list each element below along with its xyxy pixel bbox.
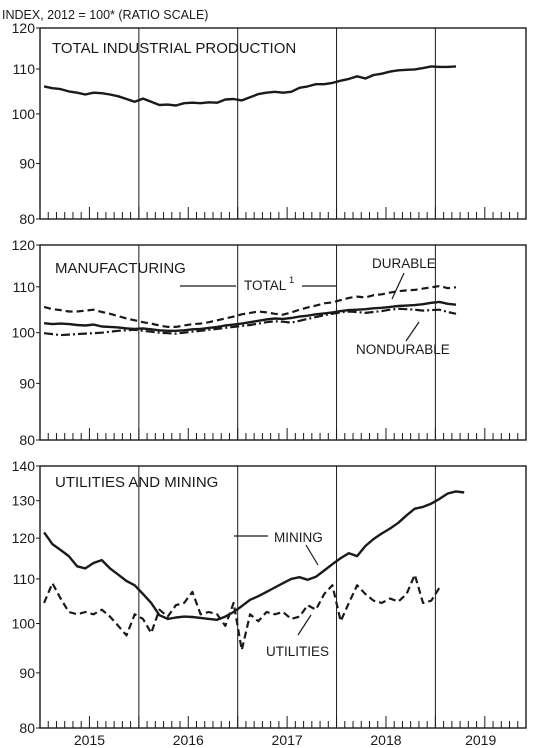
panel-manufacturing: MANUFACTURING 80 90 100 110 120 TOTAL 1 DURA…: [12, 237, 527, 448]
total-industrial-production-series-line: [43, 65, 457, 107]
year-dividers: [138, 466, 436, 728]
panel-title: TOTAL INDUSTRIAL PRODUCTION: [52, 40, 296, 57]
series-group: [43, 65, 457, 107]
panel-frame: [39, 244, 527, 441]
mining-series-line: [43, 490, 465, 621]
month-ticks: [47, 207, 519, 219]
utilities-series-label: UTILITIES: [266, 644, 329, 659]
y-tick-label: 130: [12, 493, 36, 509]
x-year-label: 2019: [465, 732, 496, 748]
x-year-label: 2018: [370, 732, 401, 748]
y-tick-label: 80: [19, 720, 35, 736]
panel-title: UTILITIES AND MINING: [55, 474, 218, 491]
total-series-line: [43, 300, 457, 332]
series-group: [43, 284, 457, 337]
y-tick-label: 80: [19, 211, 35, 227]
month-ticks: [47, 716, 519, 728]
year-dividers: [138, 28, 436, 219]
y-tick-label: 120: [12, 20, 36, 36]
panel-utilities-and-mining: UTILITIES AND MINING 80 90 100 110 120 130 140…: [12, 458, 527, 736]
y-tick-label: 90: [19, 665, 35, 681]
y-axis: 80 90 100 110 120 130 140: [12, 458, 40, 736]
y-tick-label: 110: [13, 571, 36, 587]
nondurable-series-label: NONDURABLE: [356, 342, 450, 357]
y-tick-label: 110: [13, 279, 36, 295]
y-tick-label: 120: [12, 530, 36, 546]
panel-frame: [39, 27, 527, 220]
nondurable-leader: [405, 321, 420, 342]
total-superscript: 1: [289, 275, 294, 286]
utilities-series-line: [43, 573, 441, 652]
y-tick-label: 100: [12, 616, 36, 632]
y-axis: 80 90 100 110 120: [12, 20, 40, 227]
panel-frame: [39, 465, 527, 729]
x-year-label: 2017: [272, 732, 303, 748]
mining-series-label: MINING: [274, 530, 323, 545]
x-year-label: 2015: [74, 732, 105, 748]
total-label-bg: [240, 274, 298, 292]
header-text: INDEX, 2012 = 100* (RATIO SCALE): [2, 8, 208, 22]
y-tick-label: 110: [13, 61, 36, 77]
y-tick-label: 100: [12, 106, 36, 122]
mining-leader: [305, 544, 319, 566]
y-tick-label: 120: [12, 237, 36, 253]
y-axis: 80 90 100 110 120: [12, 237, 40, 448]
y-tick-label: 80: [19, 432, 35, 448]
mining-label-bg: [271, 526, 331, 544]
x-axis-year-labels: 2015 2016 2017 2018 2019: [74, 732, 497, 748]
durable-series-label: DURABLE: [372, 256, 436, 271]
panel-total-industrial-production: TOTAL INDUSTRIAL PRODUCTION 80 90 100 110 12…: [12, 20, 527, 227]
x-year-label: 2016: [173, 732, 204, 748]
utilities-leader: [297, 614, 312, 636]
series-group: [43, 490, 465, 652]
durable-leader: [391, 272, 405, 300]
month-ticks: [47, 428, 519, 440]
y-tick-label: 140: [12, 458, 36, 474]
y-tick-label: 100: [12, 325, 36, 341]
y-tick-label: 90: [19, 375, 35, 391]
year-dividers: [138, 245, 436, 440]
panel-title: MANUFACTURING: [55, 260, 186, 277]
nondurable-series-line: [43, 307, 457, 337]
y-tick-label: 90: [19, 156, 35, 172]
durable-series-line: [43, 284, 457, 328]
total-series-label: TOTAL: [244, 278, 287, 293]
